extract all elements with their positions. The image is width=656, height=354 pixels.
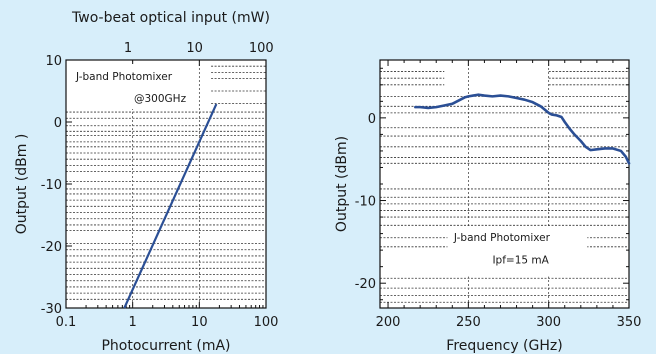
x-tick-label: 1 (129, 315, 137, 330)
y-axis-title: Output (dBm) (334, 136, 350, 232)
y-tick-label: -30 (41, 302, 62, 317)
annotation-line: J-band Photomixer (75, 71, 173, 83)
annotation-line: Ipf=15 mA (492, 254, 549, 266)
x-axis-title: Frequency (GHz) (446, 338, 562, 354)
y-tick-label: 10 (45, 54, 62, 69)
annotation-line: @300GHz (134, 93, 187, 105)
annotation-box (68, 64, 198, 109)
top-tick-label: 1 (124, 41, 132, 56)
top-tick-label: 100 (249, 41, 274, 56)
photocurrent-chart: 0.1 1 10 100 -30 -20 -10 0 10 1 10 100 Photocurrent … (14, 10, 278, 354)
x-tick-label: 200 (376, 315, 401, 330)
x-tick-label: 10 (191, 315, 208, 330)
top-axis-title: Two-beat optical input (mW) (71, 10, 270, 26)
series-line (414, 93, 631, 165)
y-tick-label: 0 (368, 112, 376, 127)
x-tick-label: 300 (536, 315, 561, 330)
y-tick-label: -10 (355, 195, 376, 210)
x-tick-label: 350 (617, 315, 642, 330)
x-tick-label: 100 (254, 315, 279, 330)
y-tick-label: -20 (355, 277, 376, 292)
x-tick-label: 0.1 (56, 315, 77, 330)
y-tick-label: -10 (41, 178, 62, 193)
top-tick-label: 10 (186, 41, 203, 56)
frequency-chart: 200 250 300 350 -20 -10 0 Frequency (GHz) Output… (334, 59, 642, 354)
x-axis-title: Photocurrent (mA) (101, 338, 230, 354)
y-axis-title: Output (dBm ) (14, 134, 30, 235)
series-line (123, 103, 218, 309)
y-tick-label: 0 (54, 116, 62, 131)
y-tick-label: -20 (41, 240, 62, 255)
annotation-box (447, 226, 588, 277)
x-tick-label: 250 (456, 315, 481, 330)
annotation-line: J-band Photomixer (453, 232, 551, 244)
